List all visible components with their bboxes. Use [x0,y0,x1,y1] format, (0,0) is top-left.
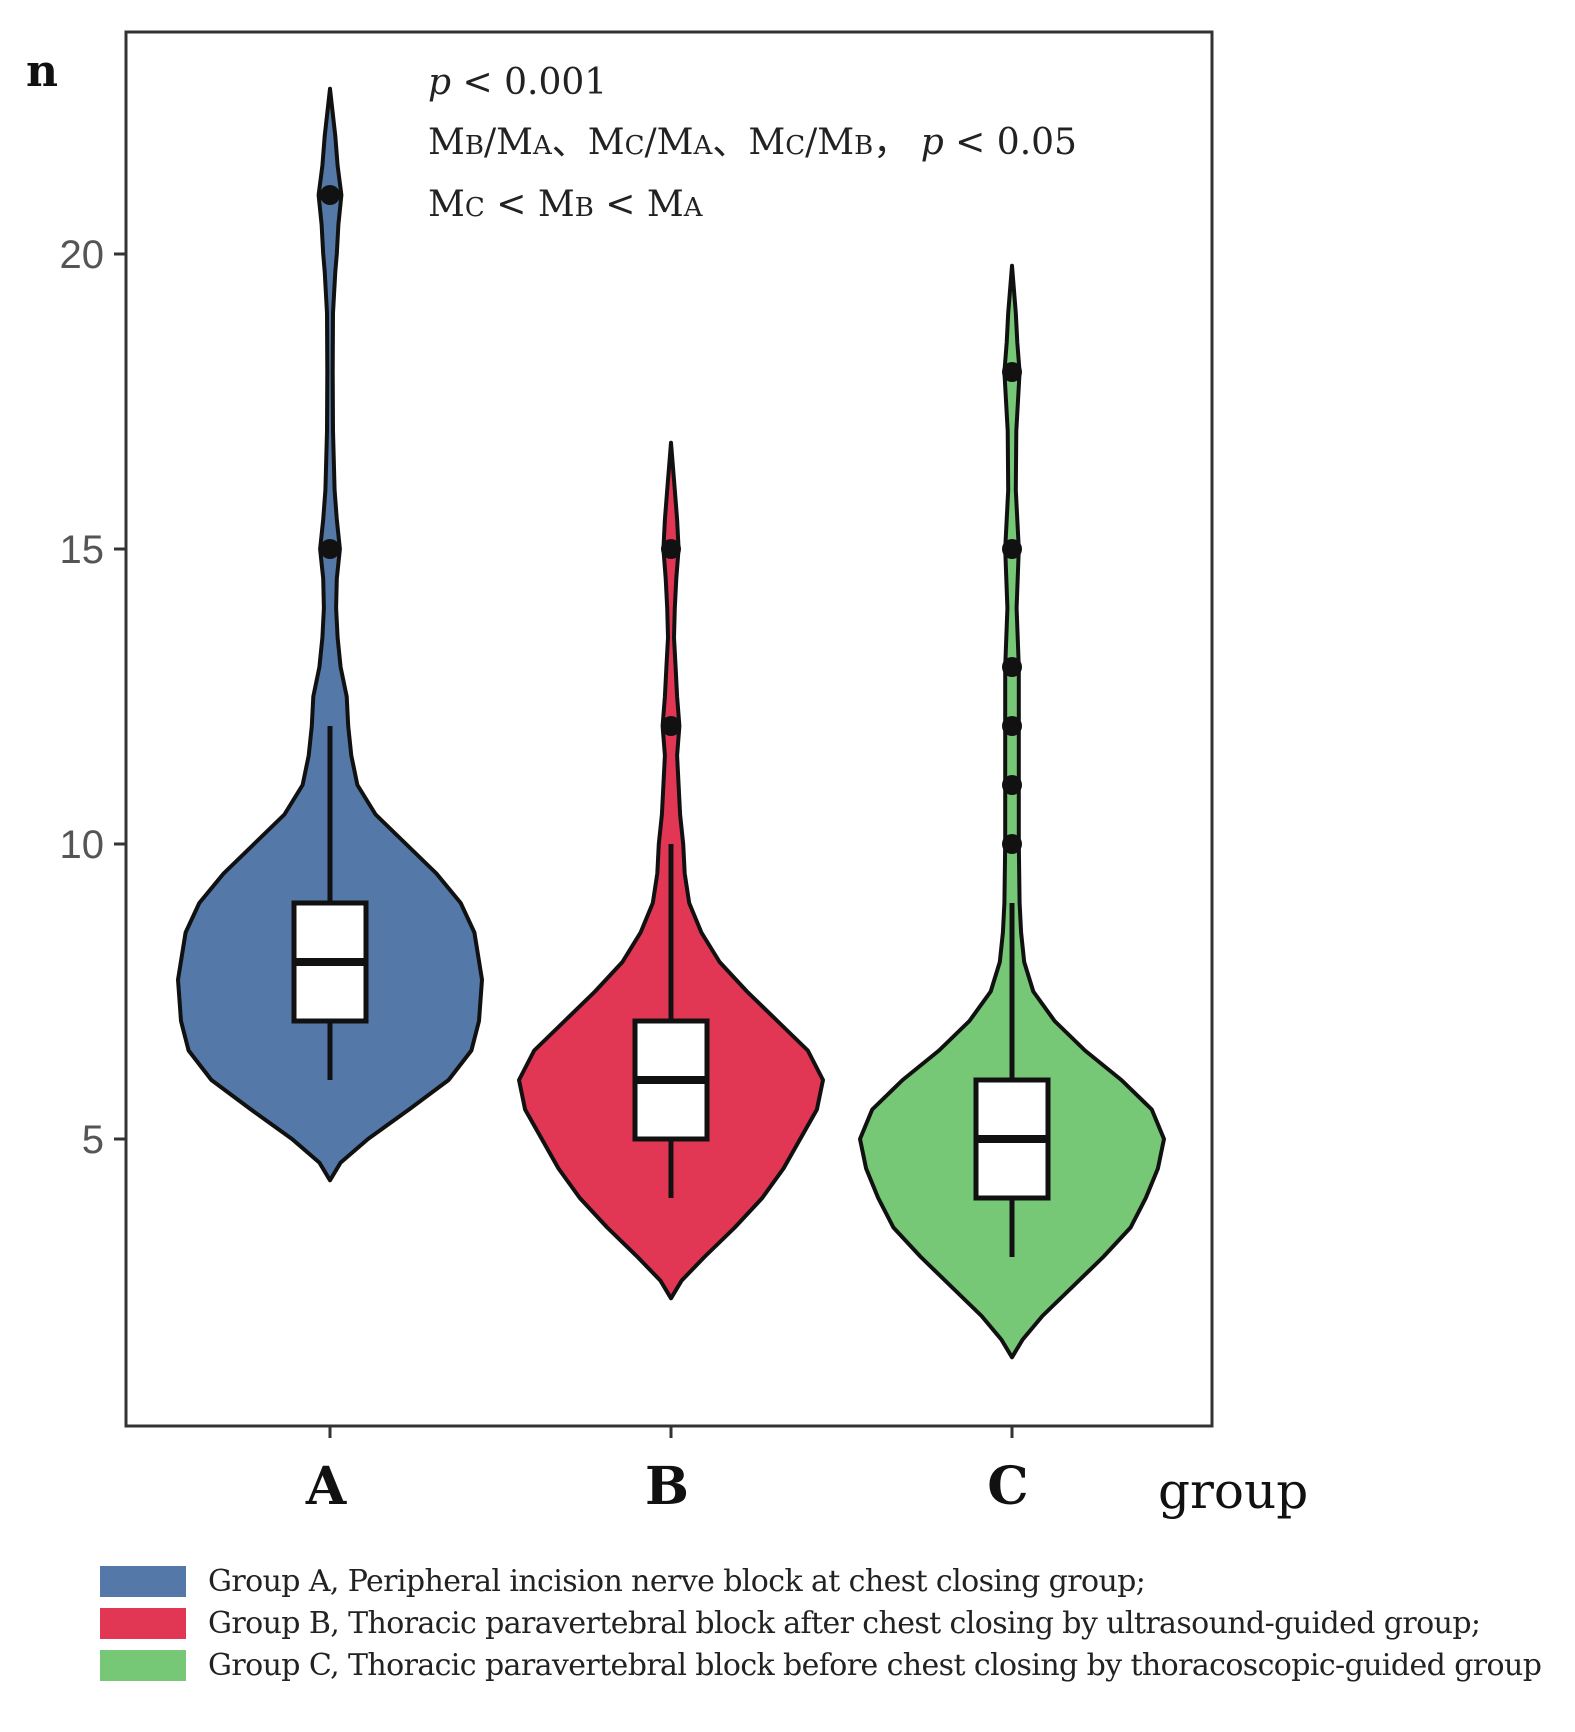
legend-item: Group B, Thoracic paravertebral block af… [100,1602,1570,1644]
y-tick-label: 15 [60,528,105,572]
annotation-order: MC < MB < MA [428,184,704,225]
violins-layer [176,86,1166,1360]
annotation-pairwise: MB/MA、MC/MA、MC/MB， p < 0.05 [428,122,1077,163]
outlier-point [1002,657,1022,677]
violin-group-b [517,440,825,1301]
legend-swatch [100,1565,186,1597]
annotation-p-overall: p < 0.001 [428,62,607,103]
y-axis: 5 10 15 20 [60,233,126,1162]
outlier-point [1002,775,1022,795]
legend: Group A, Peripheral incision nerve block… [100,1560,1570,1686]
legend-label: Group C, Thoracic paravertebral block be… [208,1647,1542,1683]
legend-swatch [100,1649,186,1681]
outlier-point [1002,834,1022,854]
violin-c [858,263,1166,1360]
legend-label: Group A, Peripheral incision nerve block… [208,1563,1146,1599]
legend-item: Group A, Peripheral incision nerve block… [100,1560,1570,1602]
violin-a [176,86,484,1183]
outlier-point [1002,539,1022,559]
y-tick-label: 5 [82,1118,104,1162]
outlier-point [661,716,681,736]
legend-label: Group B, Thoracic paravertebral block af… [208,1605,1481,1641]
y-tick-label: 20 [60,233,105,277]
annotations: p < 0.001 MB/MA、MC/MA、MC/MB， p < 0.05 MC <… [428,62,1077,225]
violin-chart: 5 10 15 20 A B C n group p < 0.001 MB/MA、MC/MA… [26,30,1308,1520]
outlier-point [320,185,340,205]
x-axis-label: group [1158,1462,1308,1520]
x-axis: A B C [305,1426,1029,1517]
x-tick-label: C [987,1456,1028,1517]
y-axis-label: n [26,46,58,97]
violin-group-a [176,86,484,1183]
legend-item: Group C, Thoracic paravertebral block be… [100,1644,1570,1686]
outlier-point [1002,362,1022,382]
plot-panel-border [124,30,1214,1428]
legend-swatch [100,1607,186,1639]
x-tick-label: A [305,1456,347,1517]
violin-group-c [858,263,1166,1360]
outlier-point [1002,716,1022,736]
y-tick-label: 10 [60,823,105,867]
outlier-point [320,539,340,559]
outlier-point [661,539,681,559]
x-tick-label: B [645,1456,689,1517]
